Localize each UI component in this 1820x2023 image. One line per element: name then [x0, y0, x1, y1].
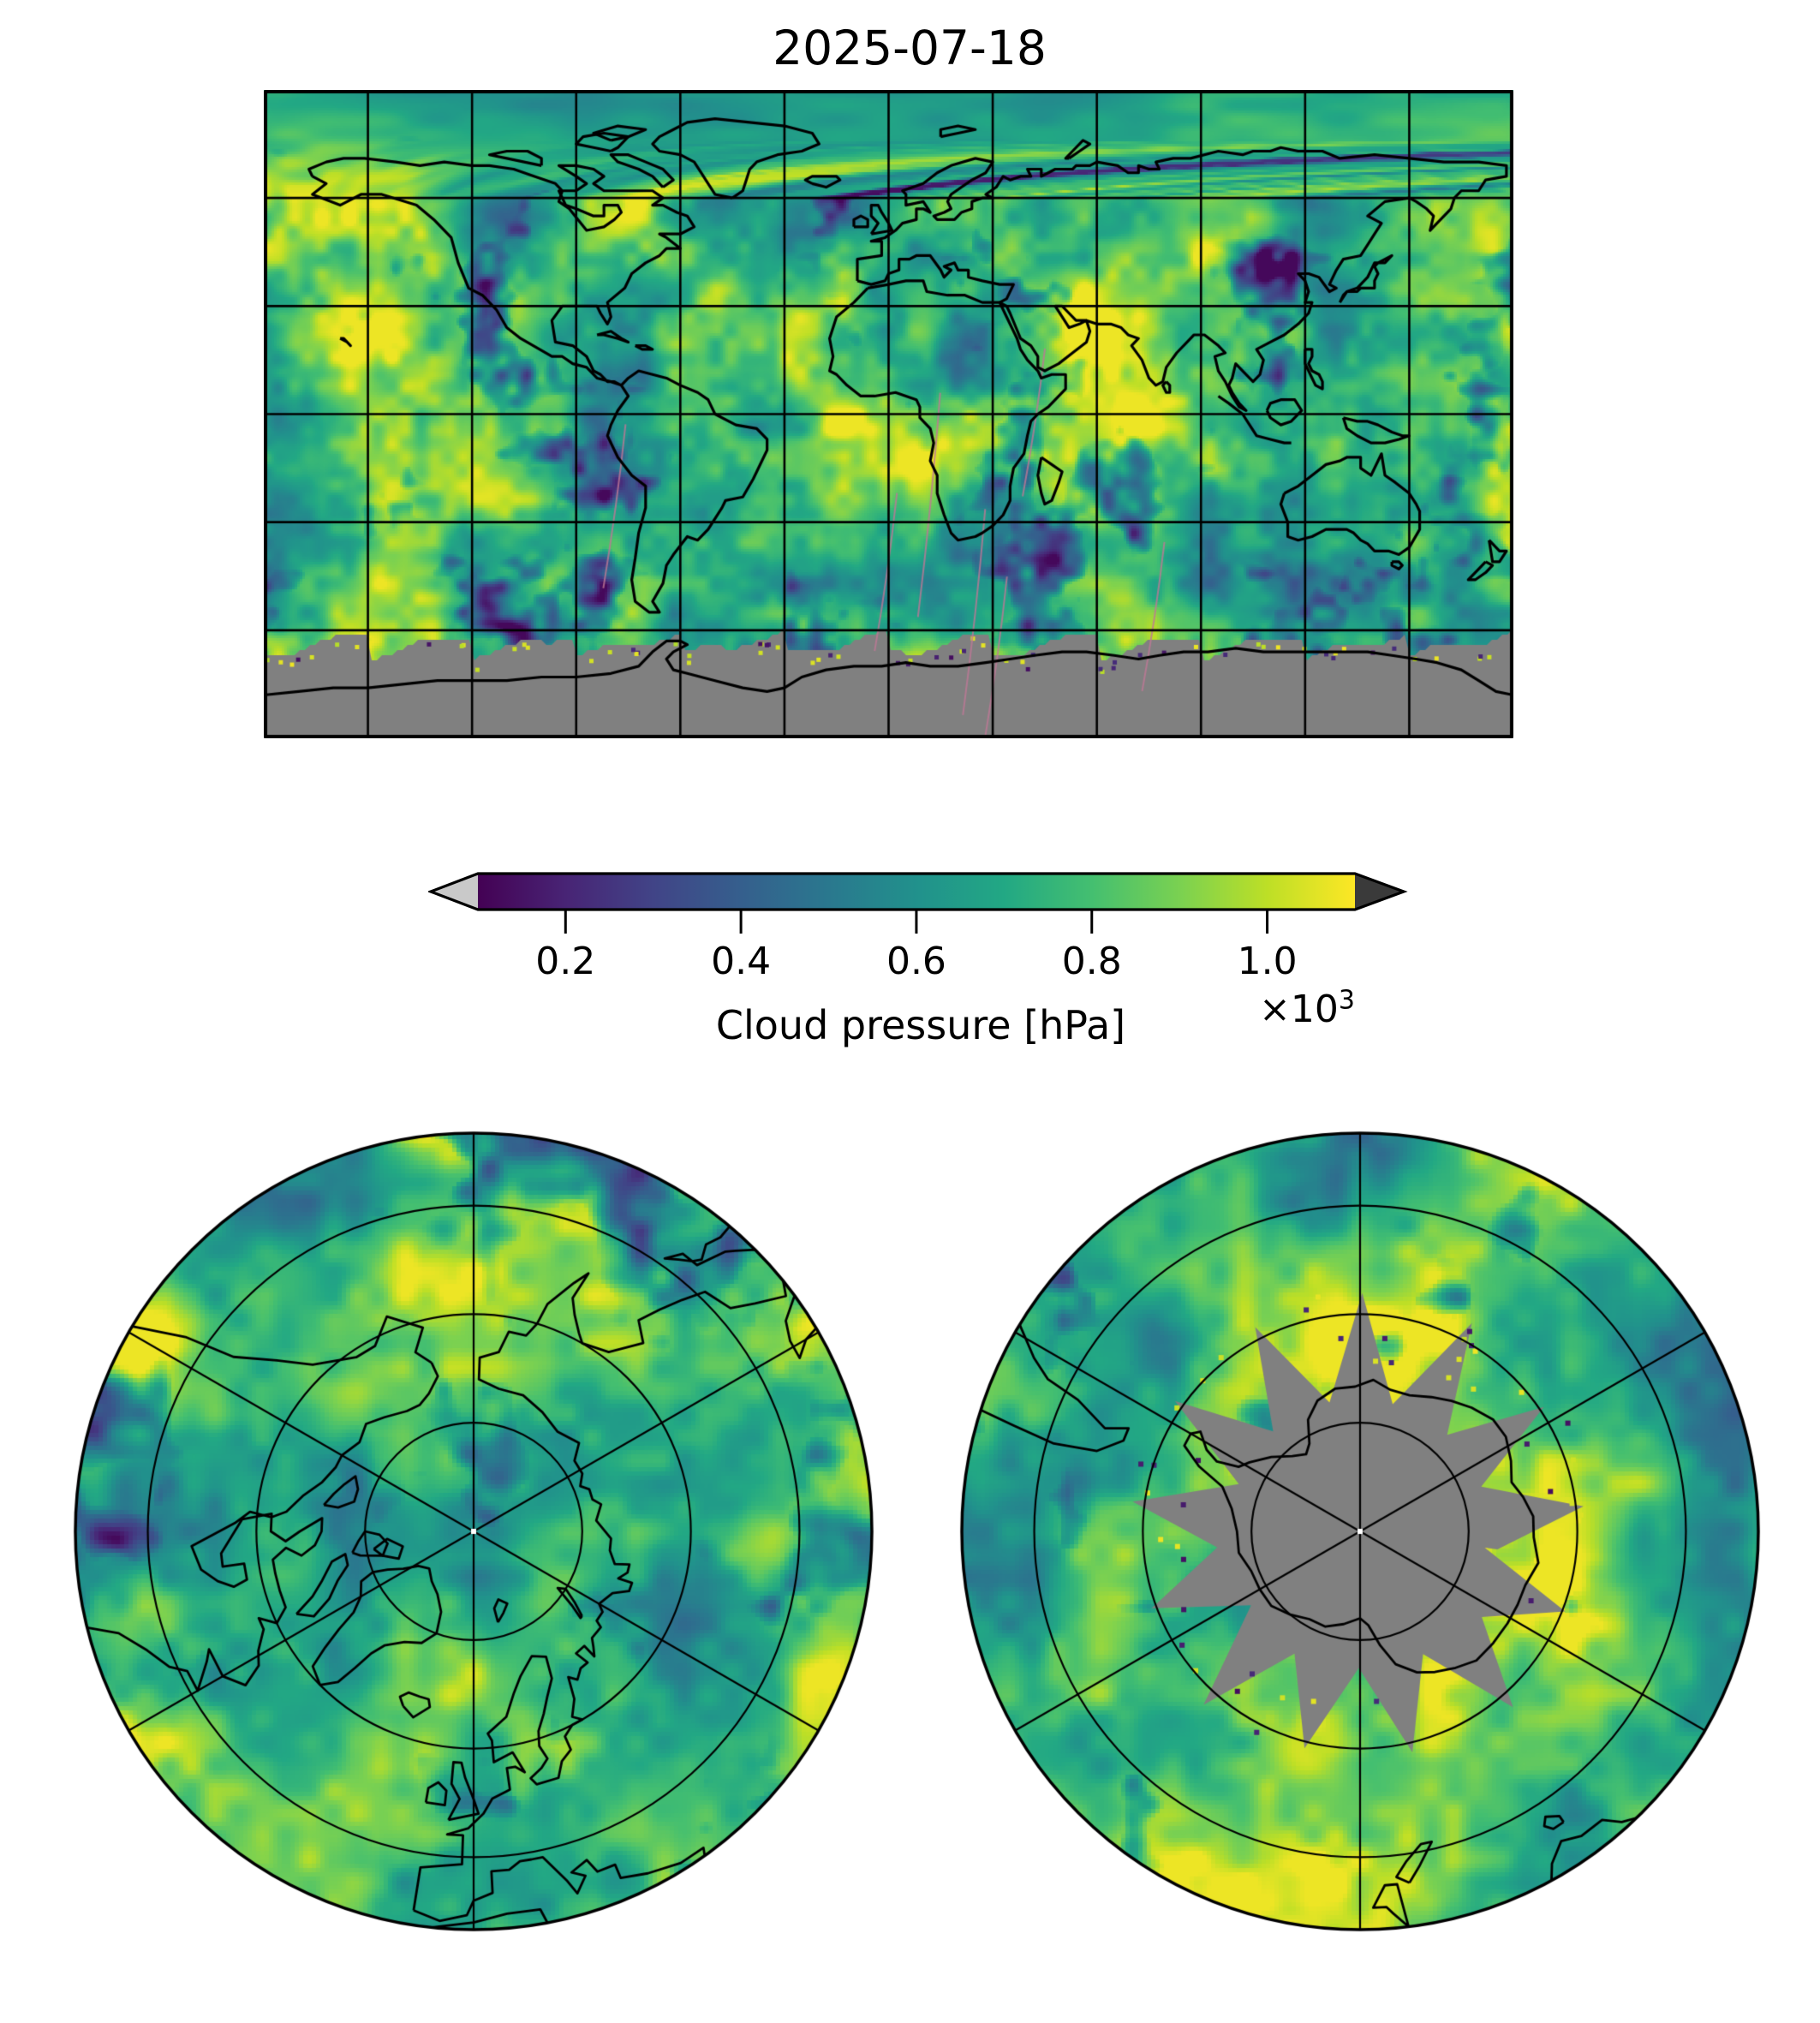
- colorbar-tick-label: 0.4: [711, 940, 772, 983]
- colorbar: [428, 872, 1408, 934]
- colorbar-multiplier: ×103: [1259, 988, 1355, 1031]
- colorbar-gradient-bar: [478, 874, 1355, 910]
- colorbar-multiplier-exponent: 3: [1338, 985, 1355, 1016]
- colorbar-tick-marks: [564, 910, 1269, 934]
- colorbar-under-arrow: [431, 874, 478, 910]
- colorbar-tick-label: 0.6: [886, 940, 946, 983]
- colorbar-tick-label: 0.8: [1061, 940, 1122, 983]
- colorbar-over-arrow: [1355, 874, 1404, 910]
- south-polar-map-canvas: [959, 1131, 1761, 1932]
- global-map-canvas: [264, 90, 1513, 738]
- colorbar-tick-label: 1.0: [1237, 940, 1298, 983]
- figure-title: 2025-07-18: [773, 21, 1047, 75]
- north-polar-map-canvas: [73, 1131, 874, 1932]
- colorbar-tick-label: 0.2: [535, 940, 596, 983]
- colorbar-outline: [428, 872, 1408, 911]
- colorbar-axis-label: Cloud pressure [hPa]: [715, 1002, 1126, 1048]
- colorbar-multiplier-base: ×10: [1259, 988, 1339, 1031]
